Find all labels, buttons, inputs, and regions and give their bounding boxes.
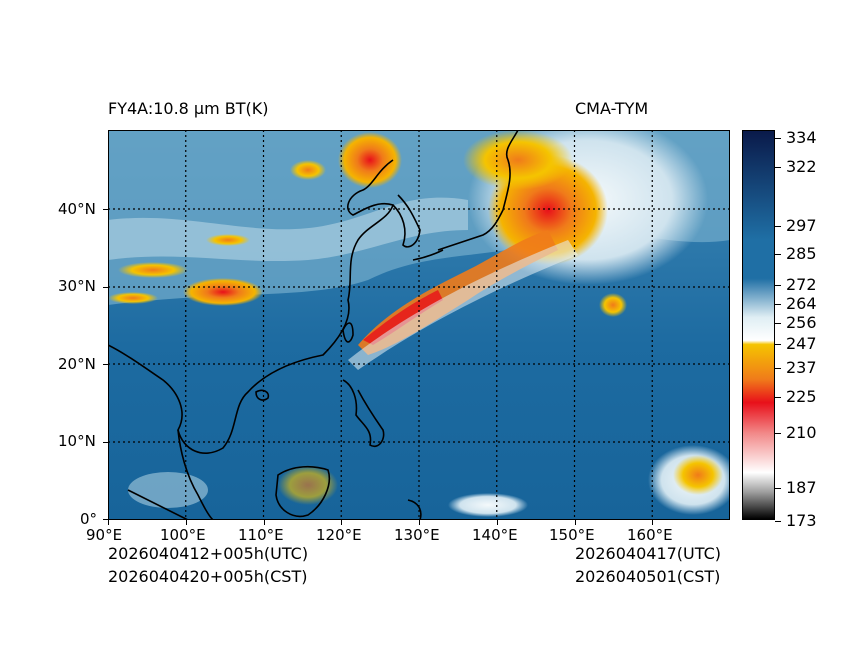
ytick-mark [103,442,108,443]
colorbar-label: 285 [786,244,817,263]
colorbar-label: 237 [786,358,817,377]
colorbar-tick [775,226,781,227]
colorbar-label: 225 [786,387,817,406]
init-time-utc: 2026040412+005h(UTC) [108,544,309,563]
xtick-mark [108,520,109,525]
colorbar-label: 334 [786,128,817,147]
xtick-label: 90°E [86,526,123,544]
xtick-mark [497,520,498,525]
xtick-mark [264,520,265,525]
colorbar-tick [775,138,781,139]
xtick-mark [419,520,420,525]
ytick-label: 30°N [58,277,96,295]
east-cell [599,293,627,317]
xtick-label: 100°E [160,526,206,544]
xtick-label: 140°E [472,526,518,544]
colorbar-label: 187 [786,478,817,497]
west-cloud-4 [108,292,158,304]
colorbar-label: 322 [786,157,817,176]
xtick-mark [652,520,653,525]
xtick-mark [186,520,187,525]
colorbar-label: 264 [786,294,817,313]
xtick-label: 130°E [394,526,440,544]
colorbar-tick [775,167,781,168]
ytick-label: 40°N [58,200,96,218]
xtick-label: 120°E [316,526,362,544]
valid-time-utc: 2026040417(UTC) [575,544,721,563]
satellite-map [108,130,730,520]
ytick-mark [103,287,108,288]
valid-time-cst: 2026040501(CST) [575,567,721,586]
init-time-cst: 2026040420+005h(CST) [108,567,308,586]
colorbar-tick [775,344,781,345]
colorbar-label: 297 [786,216,817,235]
west-cloud-2 [118,262,188,278]
title-right: CMA-TYM [575,99,649,118]
colorbar-tick [775,285,781,286]
ytick-mark [103,519,108,520]
west-cloud [183,278,263,306]
xtick-label: 160°E [627,526,673,544]
coastlines [108,130,519,520]
colorbar-label: 173 [786,511,817,530]
gridlines [108,130,730,520]
colorbar-tick [775,368,781,369]
colorbar-label: 272 [786,275,817,294]
frontal-band-core [363,290,443,345]
map-border [108,130,730,520]
south-cloud [448,493,528,517]
colorbar-tick [775,521,781,522]
colorbar-tick [775,488,781,489]
xtick-mark [575,520,576,525]
colorbar-tick [775,433,781,434]
ytick-label: 0° [80,510,98,528]
north-cloud [338,132,402,188]
cloud-streaks [108,197,468,262]
colorbar-tick [775,323,781,324]
south-cloud-2 [278,465,338,505]
north-cloud-small [290,160,326,180]
ytick-mark [103,364,108,365]
ytick-label: 20°N [58,355,96,373]
colorbar-tick [775,304,781,305]
xtick-label: 150°E [549,526,595,544]
xtick-label: 110°E [238,526,284,544]
ytick-label: 10°N [58,432,96,450]
colorbar-tick [775,254,781,255]
xtick-mark [341,520,342,525]
title-left: FY4A:10.8 µm BT(K) [108,99,269,118]
ytick-mark [103,209,108,210]
colorbar-label: 256 [786,313,817,332]
se-cloud [673,455,723,495]
colorbar [742,130,775,520]
frontal-halo [348,240,578,370]
ne-cold-cloud-2 [463,130,573,190]
colorbar-label: 210 [786,423,817,442]
colorbar-tick [775,397,781,398]
colorbar-label: 247 [786,334,817,353]
sw-cloud [128,472,208,508]
west-cloud-3 [206,234,250,246]
